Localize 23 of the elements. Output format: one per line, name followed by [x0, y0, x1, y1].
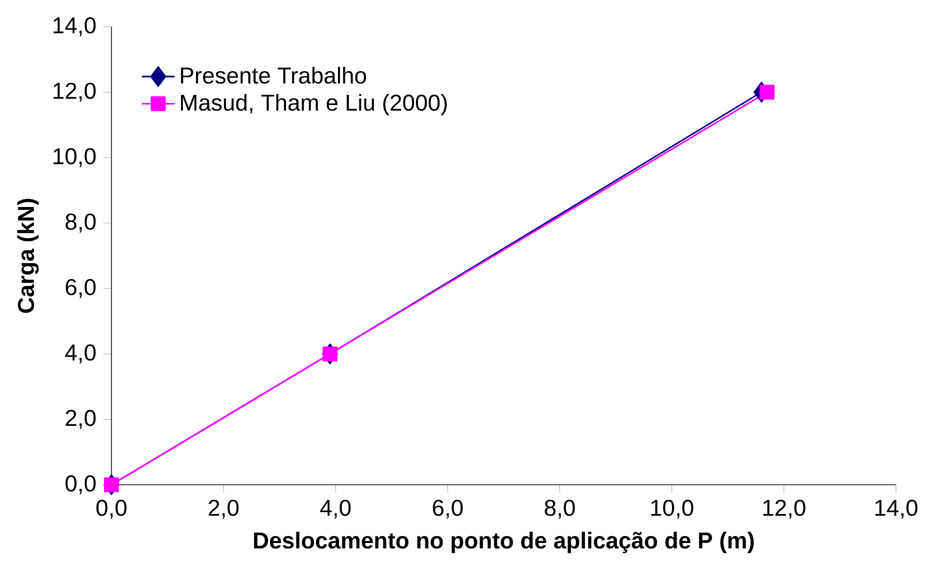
y-tick-label: 0,0 [66, 475, 96, 494]
legend-label: Masud, Tham e Liu (2000) [181, 94, 447, 116]
x-tick-label: 10,0 [651, 499, 694, 518]
point [104, 477, 119, 492]
y-tick-label: 8,0 [66, 213, 96, 232]
y-tick-label: 12,0 [54, 82, 96, 102]
point [322, 346, 338, 362]
y-tick-label: 14,0 [54, 17, 96, 36]
y-tick-label: 4,0 [65, 344, 96, 364]
y-tick-label: 10,0 [54, 148, 96, 167]
x-tick-label: 4,0 [320, 499, 351, 518]
x-axis-title: Deslocamento no ponto de aplicação de P (m) [254, 532, 754, 553]
x-tick-label: 12,0 [763, 499, 806, 518]
x-tick-label: 2,0 [208, 499, 239, 518]
point [760, 84, 775, 100]
legend-label: Presente Trabalho [181, 66, 366, 84]
y-tick-label: 2,0 [66, 410, 96, 429]
y-tick-label: 6,0 [66, 278, 96, 298]
x-tick-label: 14,0 [875, 499, 918, 518]
x-tick-label: 6,0 [432, 499, 463, 518]
y-axis-title: Carga (kN) [17, 198, 39, 313]
x-tick-label: 0,0 [96, 499, 127, 518]
x-tick-label: 8,0 [544, 499, 575, 518]
